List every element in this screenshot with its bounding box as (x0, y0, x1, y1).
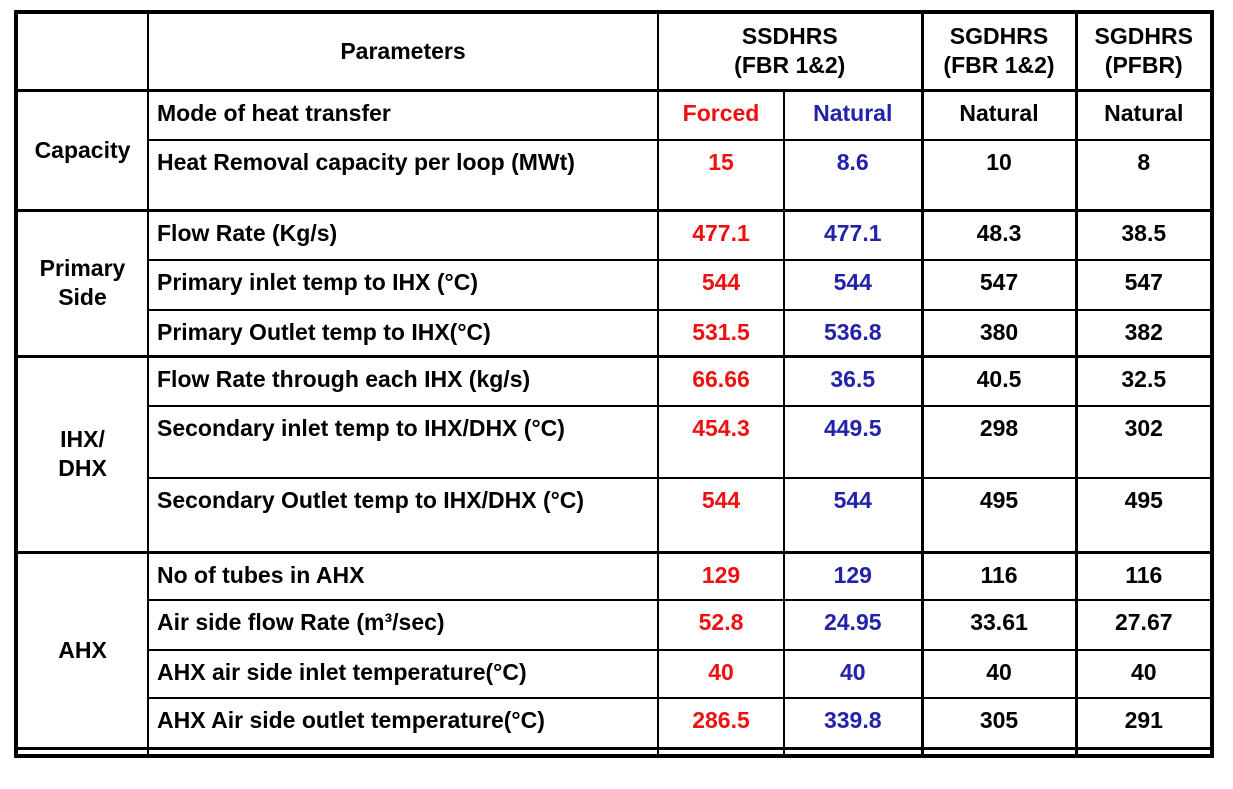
value-cell: 449.5 (783, 405, 923, 479)
value-cell: 8.6 (783, 139, 923, 211)
value-cell: 40 (920, 649, 1077, 699)
bottom-strip-cell (920, 746, 1077, 757)
param-cell: Air side flow Rate (m³/sec) (147, 599, 659, 651)
value-cell: Natural (1074, 88, 1213, 141)
parameters-header: Parameters (147, 11, 659, 91)
value-cell: 454.3 (657, 405, 785, 479)
value-cell: 291 (1074, 697, 1213, 749)
corner-cell (15, 11, 149, 91)
value-cell: 544 (657, 477, 785, 553)
row-ahx-outlet-temp: AHX Air side outlet temperature(°C) 286.… (16, 697, 1213, 749)
value-cell: 302 (1074, 405, 1213, 479)
value-cell: 24.95 (783, 599, 923, 651)
value-cell: 40.5 (920, 354, 1077, 407)
param-cell: Flow Rate (Kg/s) (147, 208, 659, 261)
value-cell: 531.5 (657, 309, 785, 357)
header-line: SGDHRS (1094, 23, 1193, 50)
value-cell: 116 (920, 550, 1077, 601)
value-cell: 536.8 (783, 309, 923, 357)
value-cell: 40 (783, 649, 923, 699)
value-cell: 40 (1074, 649, 1213, 699)
param-cell: Secondary inlet temp to IHX/DHX (°C) (147, 405, 659, 479)
value-cell: 33.61 (920, 599, 1077, 651)
param-cell: Mode of heat transfer (147, 88, 659, 141)
value-cell: 298 (920, 405, 1077, 479)
value-cell: 305 (920, 697, 1077, 749)
row-primary-outlet-temp: Primary Outlet temp to IHX(°C) 531.5 536… (16, 309, 1213, 357)
param-cell: Primary inlet temp to IHX (°C) (147, 259, 659, 311)
value-cell: 32.5 (1074, 354, 1213, 407)
value-cell: 380 (920, 309, 1077, 357)
value-cell: 8 (1074, 139, 1213, 211)
header-line: SSDHRS (741, 23, 838, 50)
value-cell: 495 (920, 477, 1077, 553)
group-cell-capacity: Capacity (15, 88, 149, 211)
header-line: (FBR 1&2) (943, 52, 1055, 79)
value-cell: Forced (657, 88, 785, 141)
value-cell: 339.8 (783, 697, 923, 749)
row-air-side-flow-rate: Air side flow Rate (m³/sec) 52.8 24.95 3… (16, 599, 1213, 651)
value-cell: 477.1 (783, 208, 923, 261)
bottom-strip-row (15, 746, 1213, 757)
header-line: (FBR 1&2) (734, 52, 846, 79)
value-cell: 40 (657, 649, 785, 699)
param-cell: Flow Rate through each IHX (kg/s) (147, 354, 659, 407)
value-cell: 15 (657, 139, 785, 211)
bottom-strip-cell (657, 746, 785, 757)
col-header-sgdhrs-pfbr: SGDHRS (PFBR) (1074, 11, 1213, 91)
value-cell: 36.5 (783, 354, 923, 407)
value-cell: Natural (783, 88, 923, 141)
value-cell: 286.5 (657, 697, 785, 749)
dhrs-comparison-table: Parameters SSDHRS (FBR 1&2) SGDHRS (FBR … (14, 10, 1214, 758)
value-cell: 382 (1074, 309, 1213, 357)
param-cell: Heat Removal capacity per loop (MWt) (147, 139, 659, 211)
value-cell: Natural (920, 88, 1077, 141)
value-cell: 66.66 (657, 354, 785, 407)
param-cell: Primary Outlet temp to IHX(°C) (147, 309, 659, 357)
value-cell: 547 (920, 259, 1077, 311)
row-flow-rate: Primary Side Flow Rate (Kg/s) 477.1 477.… (15, 208, 1213, 357)
value-cell: 38.5 (1074, 208, 1213, 261)
param-cell: AHX Air side outlet temperature(°C) (147, 697, 659, 749)
row-heat-removal-capacity: Heat Removal capacity per loop (MWt) 15 … (16, 139, 1213, 211)
bottom-strip-cell (783, 746, 923, 757)
row-secondary-inlet-temp: Secondary inlet temp to IHX/DHX (°C) 454… (16, 405, 1213, 479)
value-cell: 547 (1074, 259, 1213, 311)
value-cell: 116 (1074, 550, 1213, 601)
value-cell: 52.8 (657, 599, 785, 651)
group-cell-ahx: AHX (15, 550, 149, 749)
value-cell: 544 (783, 477, 923, 553)
group-cell-primary-side: Primary Side (15, 208, 149, 357)
header-line: SGDHRS (949, 23, 1049, 50)
row-secondary-outlet-temp: Secondary Outlet temp to IHX/DHX (°C) 54… (16, 477, 1213, 553)
value-cell: 129 (783, 550, 923, 601)
value-cell: 27.67 (1074, 599, 1213, 651)
param-cell: No of tubes in AHX (147, 550, 659, 601)
row-ahx-inlet-temp: AHX air side inlet temperature(°C) 40 40… (16, 649, 1213, 699)
row-no-of-tubes: AHX No of tubes in AHX 129 129 116 116 (15, 550, 1213, 749)
value-cell: 495 (1074, 477, 1213, 553)
row-primary-inlet-temp: Primary inlet temp to IHX (°C) 544 544 5… (16, 259, 1213, 311)
value-cell: 477.1 (657, 208, 785, 261)
col-header-ssdhrs-fbr12: SSDHRS (FBR 1&2) (657, 11, 923, 91)
value-cell: 544 (783, 259, 923, 311)
value-cell: 544 (657, 259, 785, 311)
row-ihx-flow-rate: IHX/ DHX Flow Rate through each IHX (kg/… (15, 354, 1213, 553)
header-line: (PFBR) (1104, 52, 1183, 79)
param-cell: AHX air side inlet temperature(°C) (147, 649, 659, 699)
header-row: Parameters SSDHRS (FBR 1&2) SGDHRS (FBR … (15, 11, 1213, 91)
col-header-sgdhrs-fbr12: SGDHRS (FBR 1&2) (920, 11, 1077, 91)
value-cell: 10 (920, 139, 1077, 211)
bottom-strip-cell (1074, 746, 1213, 757)
param-cell: Secondary Outlet temp to IHX/DHX (°C) (147, 477, 659, 553)
bottom-strip-cell (147, 746, 659, 757)
group-cell-ihx-dhx: IHX/ DHX (15, 354, 149, 553)
value-cell: 129 (657, 550, 785, 601)
value-cell: 48.3 (920, 208, 1077, 261)
row-mode-of-heat-transfer: Capacity Mode of heat transfer Forced Na… (15, 88, 1213, 211)
bottom-strip-cell (15, 746, 149, 757)
